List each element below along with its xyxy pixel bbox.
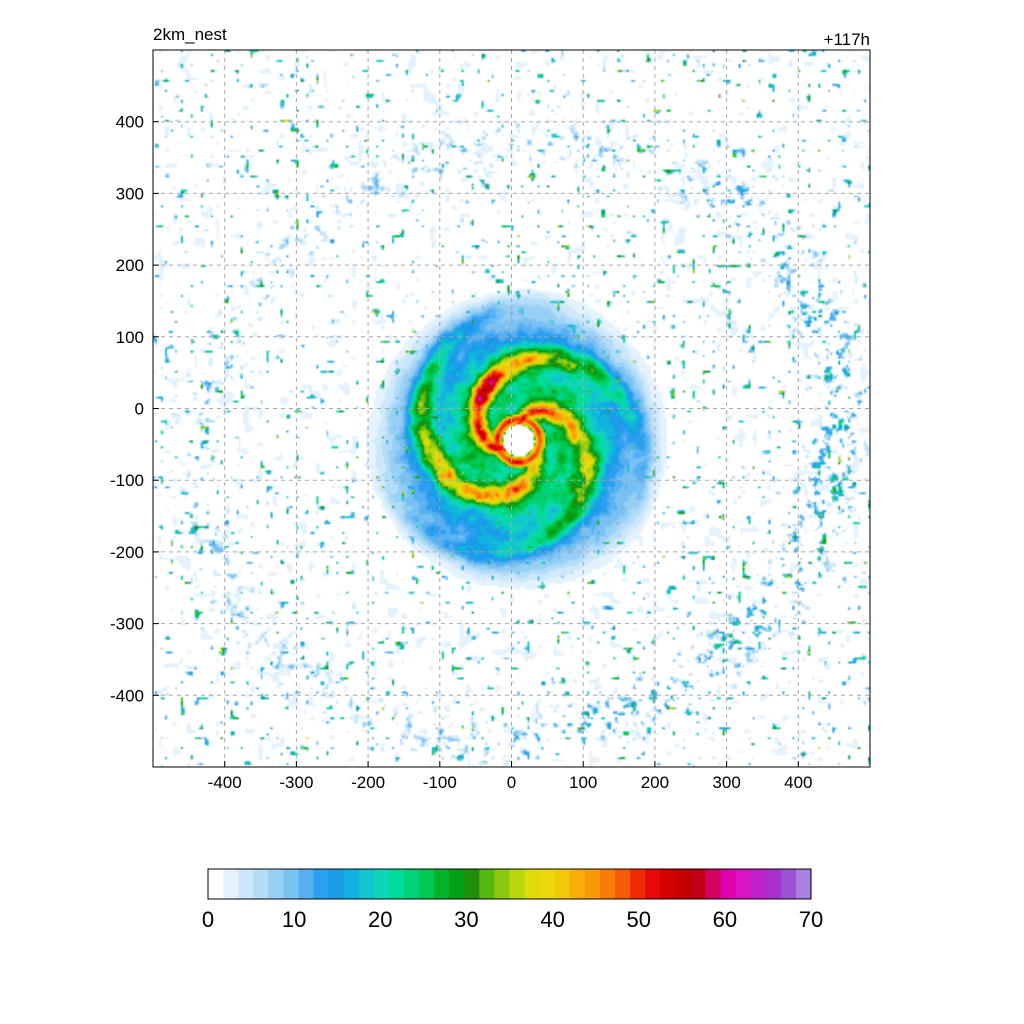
colorbar-swatch — [238, 869, 254, 899]
colorbar-swatch — [615, 869, 631, 899]
colorbar-tick-label: 0 — [202, 907, 214, 932]
colorbar-swatch — [208, 869, 224, 899]
colorbar-swatch — [313, 869, 330, 899]
panel-title-left: 2km_nest — [153, 25, 227, 44]
colorbar-swatch — [388, 869, 405, 899]
colorbar: 0 10 20 30 40 50 60 70 — [202, 868, 823, 932]
x-tick-label: 100 — [569, 773, 597, 792]
x-tick-label: 0 — [507, 773, 516, 792]
plot-area — [152, 49, 871, 768]
colorbar-tick-label: 40 — [540, 907, 564, 932]
colorbar-swatch — [750, 869, 767, 899]
x-tick-label: -300 — [279, 773, 313, 792]
colorbar-swatch — [223, 869, 239, 899]
colorbar-swatch — [358, 869, 375, 899]
colorbar-swatch — [780, 869, 797, 899]
colorbar-swatch — [524, 869, 541, 899]
colorbar-swatch — [403, 869, 420, 899]
colorbar-swatch — [675, 869, 691, 899]
colorbar-swatch — [584, 869, 601, 899]
colorbar-swatch — [705, 869, 722, 899]
colorbar-swatch — [720, 869, 737, 899]
colorbar-swatch — [735, 869, 752, 899]
colorbar-swatch — [539, 869, 556, 899]
colorbar-swatch — [268, 869, 284, 899]
colorbar-swatch — [599, 869, 616, 899]
y-tick-label: 400 — [116, 113, 144, 132]
x-tick-label: -200 — [351, 773, 385, 792]
y-tick-label: -100 — [110, 471, 144, 490]
x-tick-label: -100 — [423, 773, 457, 792]
colorbar-swatch — [464, 869, 480, 899]
colorbar-swatch — [479, 869, 496, 899]
y-tick-label: 0 — [135, 400, 144, 419]
colorbar-swatch — [283, 869, 300, 899]
colorbar-swatch — [795, 869, 812, 899]
y-tick-label: 200 — [116, 256, 144, 275]
colorbar-swatches — [208, 869, 812, 899]
colorbar-swatch — [419, 869, 435, 899]
x-tick-label: 200 — [641, 773, 669, 792]
y-tick-label: -200 — [110, 543, 144, 562]
forecast-hour-label: +117h — [824, 30, 870, 49]
y-tick-label: -300 — [110, 615, 144, 634]
colorbar-swatch — [645, 869, 661, 899]
colorbar-tick-label: 10 — [282, 907, 306, 932]
colorbar-tick-label: 70 — [799, 907, 823, 932]
colorbar-swatch — [660, 869, 676, 899]
x-tick-label: 300 — [712, 773, 740, 792]
colorbar-tick-label: 60 — [713, 907, 737, 932]
colorbar-tick-label: 50 — [626, 907, 650, 932]
colorbar-tick-labels: 0 10 20 30 40 50 60 70 — [202, 907, 823, 932]
x-tick-label: -400 — [208, 773, 242, 792]
colorbar-swatch — [765, 869, 782, 899]
x-tick-label: 400 — [784, 773, 812, 792]
colorbar-swatch — [494, 869, 511, 899]
colorbar-swatch — [434, 869, 450, 899]
colorbar-swatch — [328, 869, 345, 899]
colorbar-frame — [207, 868, 812, 900]
colorbar-swatch — [298, 869, 315, 899]
colorbar-swatch — [449, 869, 465, 899]
colorbar-swatch — [509, 869, 526, 899]
colorbar-tick-label: 30 — [454, 907, 478, 932]
x-axis: -400 -300 -200 -100 0 100 200 300 400 — [208, 761, 812, 792]
y-tick-label: -400 — [110, 686, 144, 705]
colorbar-swatch — [373, 869, 390, 899]
colorbar-swatch — [690, 869, 707, 899]
y-tick-label: 300 — [116, 184, 144, 203]
y-tick-label: 100 — [116, 328, 144, 347]
colorbar-swatch — [569, 869, 586, 899]
colorbar-swatch — [554, 869, 571, 899]
reflectivity-field — [153, 50, 870, 767]
colorbar-swatch — [343, 869, 360, 899]
colorbar-swatch — [630, 869, 646, 899]
colorbar-tick-label: 20 — [368, 907, 392, 932]
colorbar-swatch — [253, 869, 269, 899]
y-axis: -400 -300 -200 -100 0 100 200 300 400 — [110, 113, 159, 705]
